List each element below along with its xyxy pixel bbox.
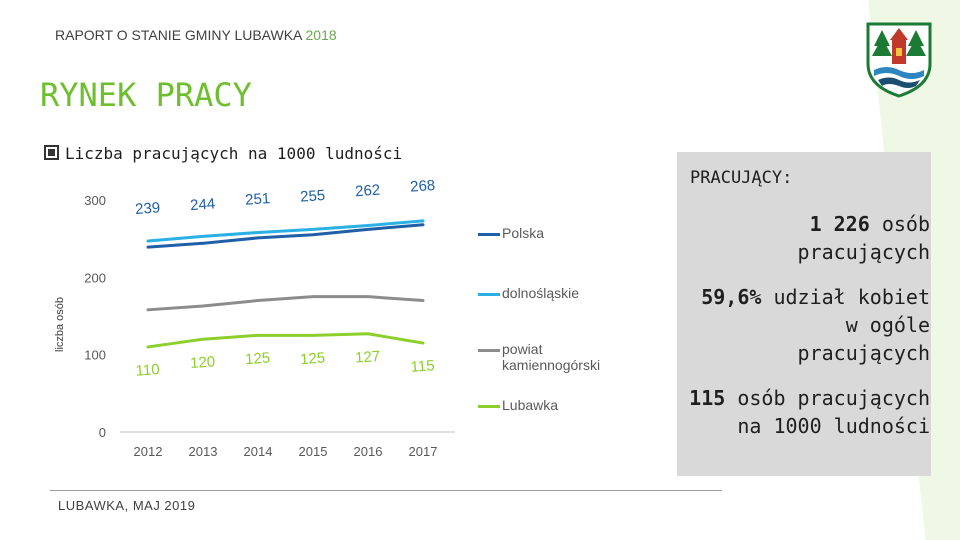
data-label: 125 xyxy=(300,349,326,368)
x-tick-label: 2015 xyxy=(299,444,328,459)
legend-label: Polska xyxy=(502,225,545,241)
page-title: RYNEK PRACY xyxy=(40,76,252,114)
x-tick-label: 2012 xyxy=(134,444,163,459)
report-header: RAPORT O STANIE GMINY LUBAWKA 2018 xyxy=(55,27,337,43)
data-label: 262 xyxy=(355,182,381,201)
series-line-dolnośląskie xyxy=(146,219,425,243)
legend-swatch xyxy=(478,349,500,352)
data-label: 110 xyxy=(135,361,160,380)
data-label: 120 xyxy=(190,353,216,372)
stat-text-line2: na 1000 ludności xyxy=(737,414,930,438)
stat-text: osób pracujących xyxy=(725,386,930,410)
y-axis-label: liczba osób xyxy=(54,297,66,352)
data-label: 255 xyxy=(300,187,326,206)
stat-text-line3: pracujących xyxy=(797,341,930,365)
data-label: 125 xyxy=(245,349,271,368)
footer-divider xyxy=(50,490,722,491)
x-tick-label: 2017 xyxy=(409,444,438,459)
series-line-lubawka xyxy=(146,332,425,349)
chart-subtitle: Liczba pracujących na 1000 ludności xyxy=(44,144,402,163)
stat-text-line2: pracujących xyxy=(797,240,930,264)
subtitle-text: Liczba pracujących na 1000 ludności xyxy=(65,144,403,163)
line-chart: 0 100 200 300 liczba osób 2012 2013 2014 2015 201… xyxy=(54,180,455,459)
footer-text: LUBAWKA, MAJ 2019 xyxy=(58,498,196,513)
stat-value: 1 226 xyxy=(809,212,870,236)
legend-item: powiat kamiennogórski xyxy=(478,341,627,373)
coat-of-arms-logo xyxy=(866,22,932,98)
data-label: 268 xyxy=(410,180,436,196)
checkbox-bullet-icon xyxy=(44,145,59,160)
header-year: 2018 xyxy=(305,27,337,43)
stat-text: udział kobiet xyxy=(761,285,930,309)
legend-label: dolnośląskie xyxy=(502,285,580,301)
data-label: 239 xyxy=(135,199,161,218)
stat-text: osób xyxy=(869,212,930,236)
y-tick-label: 200 xyxy=(84,270,106,285)
x-tick-label: 2013 xyxy=(189,444,218,459)
legend-swatch xyxy=(478,233,500,236)
series-line-polska xyxy=(146,223,425,249)
series-line-powiat-kamiennogórski xyxy=(146,295,425,312)
legend-item: Polska xyxy=(478,225,627,241)
y-tick-label: 300 xyxy=(84,193,106,208)
data-label: 115 xyxy=(410,357,435,376)
stat-text-line2: w ogóle xyxy=(845,313,930,337)
legend-item: Lubawka xyxy=(478,397,627,413)
y-tick-label: 0 xyxy=(99,425,106,440)
stat-value: 115 xyxy=(689,386,726,410)
stat-women-share: 59,6% udział kobiet w ogóle pracujących xyxy=(701,283,930,367)
panel-title: PRACUJĄCY: xyxy=(690,168,793,188)
data-label: 244 xyxy=(190,195,216,214)
legend-item: dolnośląskie xyxy=(478,285,627,301)
stat-per-1000: 115 osób pracujących na 1000 ludności xyxy=(689,384,930,440)
stat-value: 59,6% xyxy=(701,285,762,309)
summary-panel xyxy=(677,152,931,476)
legend-label: powiat kamiennogórski xyxy=(502,341,601,373)
y-tick-label: 100 xyxy=(84,348,106,363)
x-tick-label: 2014 xyxy=(244,444,273,459)
legend-swatch xyxy=(478,405,500,408)
legend-swatch xyxy=(478,293,500,296)
legend-label: Lubawka xyxy=(502,397,559,413)
data-label: 127 xyxy=(355,348,381,367)
stat-employed-count: 1 226 osób pracujących xyxy=(798,210,930,266)
data-label: 251 xyxy=(245,190,271,209)
header-text: RAPORT O STANIE GMINY LUBAWKA xyxy=(55,27,302,43)
x-tick-label: 2016 xyxy=(354,444,383,459)
